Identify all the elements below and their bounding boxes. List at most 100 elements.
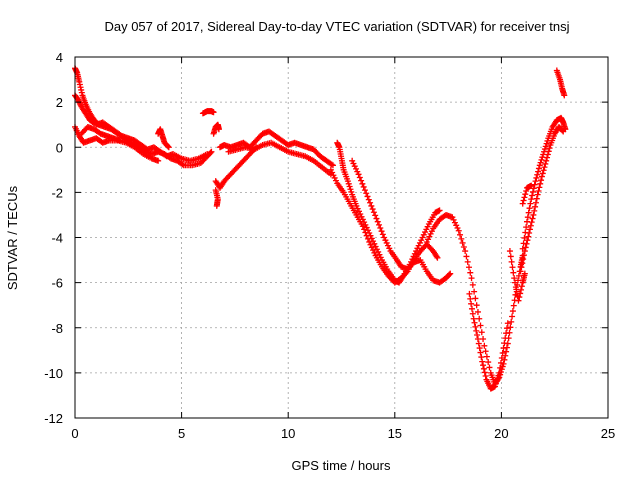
data-point	[497, 359, 504, 366]
data-point	[559, 127, 566, 134]
data-point	[542, 143, 549, 150]
data-point	[513, 288, 520, 295]
data-point	[344, 178, 351, 185]
data-point	[359, 223, 366, 230]
data-point	[434, 254, 441, 261]
data-point	[510, 269, 517, 276]
data-point	[386, 245, 393, 252]
data-point	[485, 359, 492, 366]
x-tick-label: 25	[601, 426, 615, 441]
data-point	[472, 323, 479, 330]
data-point	[476, 345, 483, 352]
data-point	[377, 225, 384, 232]
data-point	[496, 369, 503, 376]
data-point	[366, 239, 373, 246]
data-point	[367, 199, 374, 206]
data-point	[376, 221, 383, 228]
data-point	[475, 340, 482, 347]
data-point	[532, 199, 539, 206]
data-point	[535, 165, 542, 172]
data-point	[524, 237, 531, 244]
data-point	[529, 192, 536, 199]
data-point	[534, 171, 541, 178]
data-point	[532, 203, 539, 210]
data-point	[426, 233, 433, 240]
y-tick-label: -12	[44, 411, 63, 426]
data-point	[362, 229, 369, 236]
axis-ticks: 0 5 10 15 20 25 -12 -10 -8 -6 -4 -2 0 2 4	[44, 50, 615, 441]
data-point	[480, 365, 487, 372]
data-point	[347, 186, 354, 193]
data-point	[204, 151, 211, 158]
data-point	[477, 349, 484, 356]
data-point	[561, 92, 568, 99]
data-point	[522, 191, 529, 198]
data-point	[544, 151, 551, 158]
data-point	[512, 284, 519, 291]
data-point	[368, 244, 375, 251]
data-point	[504, 320, 511, 327]
data-point	[544, 154, 551, 161]
data-point	[453, 222, 460, 229]
data-point	[327, 166, 334, 173]
data-point	[508, 258, 515, 265]
data-point	[466, 290, 473, 297]
data-point	[534, 191, 541, 198]
data-point	[165, 144, 172, 151]
data-point	[384, 242, 391, 249]
data-point	[469, 310, 476, 317]
data-point	[521, 270, 528, 277]
data-point	[521, 248, 528, 255]
data-point	[525, 209, 532, 216]
data-point	[537, 159, 544, 166]
data-point	[529, 188, 536, 195]
data-point	[375, 248, 382, 255]
data-point	[348, 188, 355, 195]
y-tick-label: 4	[56, 50, 63, 65]
data-point	[359, 180, 366, 187]
data-point	[468, 305, 475, 312]
data-point	[507, 253, 514, 260]
data-point	[535, 168, 542, 175]
data-point	[520, 256, 527, 263]
data-point	[478, 354, 485, 361]
y-tick-label: -6	[51, 276, 63, 291]
data-point	[467, 295, 474, 302]
data-point	[492, 383, 499, 390]
data-point	[465, 264, 472, 271]
data-point	[532, 178, 539, 185]
data-point	[464, 258, 471, 265]
data-point	[542, 160, 549, 167]
data-point	[503, 330, 510, 337]
data-point	[495, 372, 502, 379]
data-point	[436, 207, 443, 214]
data-point	[480, 336, 487, 343]
data-point	[374, 218, 381, 225]
data-point	[477, 322, 484, 329]
data-point	[533, 174, 540, 181]
data-point	[517, 268, 524, 275]
data-point	[462, 248, 469, 255]
data-point	[355, 208, 362, 215]
data-point	[502, 335, 509, 342]
data-point	[370, 209, 377, 216]
data-point	[155, 157, 162, 164]
data-point	[371, 240, 378, 247]
data-point	[354, 168, 361, 175]
data-point	[528, 182, 535, 189]
data-point	[383, 239, 390, 246]
data-point	[482, 373, 489, 380]
x-tick-label: 20	[494, 426, 508, 441]
data-point	[511, 275, 518, 282]
data-point	[425, 236, 432, 243]
data-point	[486, 364, 493, 371]
data-point	[522, 244, 529, 251]
data-point	[533, 195, 540, 202]
data-point	[507, 324, 514, 331]
data-point	[345, 180, 352, 187]
data-point	[493, 377, 500, 384]
y-axis-label: SDTVAR / TECUs	[5, 185, 20, 290]
data-point	[516, 294, 523, 301]
data-point	[449, 214, 456, 221]
data-point	[526, 226, 533, 233]
